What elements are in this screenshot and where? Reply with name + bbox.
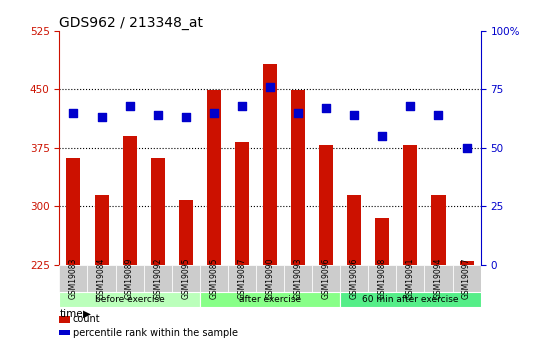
Bar bbox=[291, 90, 305, 265]
Point bbox=[181, 115, 190, 120]
Point bbox=[238, 103, 246, 109]
Text: GSM19096: GSM19096 bbox=[322, 257, 330, 299]
Bar bbox=[347, 195, 361, 265]
FancyBboxPatch shape bbox=[59, 292, 200, 307]
Bar bbox=[431, 195, 446, 265]
Bar bbox=[179, 200, 193, 265]
Point bbox=[97, 115, 106, 120]
FancyBboxPatch shape bbox=[59, 330, 70, 337]
Point bbox=[210, 110, 218, 116]
Bar bbox=[207, 90, 221, 265]
Point bbox=[322, 105, 330, 111]
FancyBboxPatch shape bbox=[144, 265, 172, 292]
Bar bbox=[66, 158, 80, 265]
FancyBboxPatch shape bbox=[453, 265, 481, 292]
FancyBboxPatch shape bbox=[87, 265, 116, 292]
Bar bbox=[94, 195, 109, 265]
FancyBboxPatch shape bbox=[340, 292, 481, 307]
Point bbox=[462, 145, 471, 150]
Text: 60 min after exercise: 60 min after exercise bbox=[362, 295, 458, 304]
Text: GSM19083: GSM19083 bbox=[69, 258, 78, 299]
Text: GSM19086: GSM19086 bbox=[350, 258, 359, 299]
Bar bbox=[151, 158, 165, 265]
Bar bbox=[123, 136, 137, 265]
Text: before exercise: before exercise bbox=[94, 295, 165, 304]
FancyBboxPatch shape bbox=[396, 265, 424, 292]
Text: count: count bbox=[73, 314, 100, 324]
Bar bbox=[235, 141, 249, 265]
Point bbox=[69, 110, 78, 116]
Point bbox=[350, 112, 359, 118]
FancyBboxPatch shape bbox=[368, 265, 396, 292]
Text: GSM19089: GSM19089 bbox=[125, 258, 134, 299]
Bar bbox=[460, 261, 474, 265]
Point bbox=[294, 110, 302, 116]
Point bbox=[434, 112, 443, 118]
FancyBboxPatch shape bbox=[59, 316, 70, 323]
FancyBboxPatch shape bbox=[200, 292, 340, 307]
FancyBboxPatch shape bbox=[340, 265, 368, 292]
Text: time: time bbox=[59, 309, 83, 319]
Text: GSM19088: GSM19088 bbox=[378, 258, 387, 299]
Text: GSM19085: GSM19085 bbox=[210, 258, 218, 299]
Text: GSM19092: GSM19092 bbox=[153, 258, 162, 299]
Text: GSM19097: GSM19097 bbox=[462, 257, 471, 299]
FancyBboxPatch shape bbox=[256, 265, 284, 292]
FancyBboxPatch shape bbox=[228, 265, 256, 292]
Bar bbox=[403, 146, 417, 265]
Text: GSM19090: GSM19090 bbox=[266, 257, 274, 299]
Text: GSM19095: GSM19095 bbox=[181, 257, 190, 299]
FancyBboxPatch shape bbox=[172, 265, 200, 292]
Text: percentile rank within the sample: percentile rank within the sample bbox=[73, 328, 238, 338]
Text: GSM19094: GSM19094 bbox=[434, 257, 443, 299]
Text: GSM19091: GSM19091 bbox=[406, 258, 415, 299]
FancyBboxPatch shape bbox=[200, 265, 228, 292]
Text: GSM19087: GSM19087 bbox=[238, 258, 246, 299]
Point bbox=[266, 84, 274, 90]
FancyBboxPatch shape bbox=[59, 265, 87, 292]
Bar bbox=[319, 146, 333, 265]
Text: GSM19093: GSM19093 bbox=[294, 257, 302, 299]
FancyBboxPatch shape bbox=[116, 265, 144, 292]
FancyBboxPatch shape bbox=[424, 265, 453, 292]
Text: GDS962 / 213348_at: GDS962 / 213348_at bbox=[59, 16, 204, 30]
FancyBboxPatch shape bbox=[312, 265, 340, 292]
Text: after exercise: after exercise bbox=[239, 295, 301, 304]
Point bbox=[153, 112, 162, 118]
Point bbox=[406, 103, 415, 109]
Point bbox=[125, 103, 134, 109]
Text: GSM19084: GSM19084 bbox=[97, 258, 106, 299]
Bar bbox=[375, 218, 389, 265]
Text: ▶: ▶ bbox=[83, 309, 91, 319]
Point bbox=[378, 134, 387, 139]
Bar bbox=[263, 64, 277, 265]
FancyBboxPatch shape bbox=[284, 265, 312, 292]
